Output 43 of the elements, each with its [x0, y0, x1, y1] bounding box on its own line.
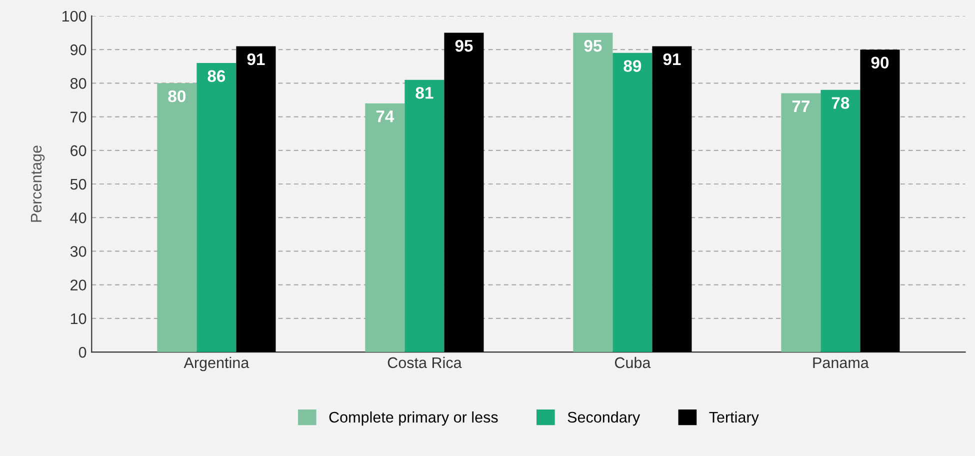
legend-label: Tertiary [709, 411, 759, 426]
y-tick-label: 10 [70, 313, 86, 324]
y-tick-label: 60 [70, 145, 86, 156]
x-tick-label: Panama [813, 357, 869, 368]
y-tick-label: 40 [70, 212, 86, 224]
data-label: 91 [247, 53, 265, 66]
bar [612, 52, 652, 352]
legend-label: Secondary [568, 411, 640, 426]
data-label: 81 [416, 86, 434, 99]
y-tick-label: 80 [70, 78, 86, 89]
bar [236, 46, 276, 352]
data-label: 90 [871, 56, 889, 69]
bar [781, 93, 821, 352]
data-label: 86 [208, 70, 226, 82]
bar [444, 32, 484, 352]
y-tick-label: 90 [70, 44, 86, 56]
data-label: 78 [832, 97, 850, 109]
y-tick-label: 70 [70, 112, 86, 122]
bar [157, 83, 197, 352]
data-label: 80 [168, 90, 186, 102]
bar [196, 63, 236, 352]
bar [820, 90, 860, 352]
data-label: 89 [624, 60, 642, 72]
y-tick-label: 30 [70, 246, 86, 257]
bar [365, 103, 405, 352]
y-tick-label: 50 [70, 178, 86, 190]
y-tick-label: 0 [78, 346, 86, 358]
data-label: 95 [584, 40, 602, 52]
bar [573, 32, 613, 352]
data-label: 91 [663, 53, 681, 66]
x-tick-label: Argentina [184, 356, 250, 372]
y-tick-label: 100 [62, 10, 86, 22]
data-label: 95 [455, 40, 473, 52]
bar [404, 80, 444, 352]
data-label: 74 [376, 110, 394, 122]
bar [860, 50, 900, 352]
data-label: 77 [792, 100, 810, 112]
bar [652, 46, 692, 352]
y-axis-title: Percentage [30, 146, 45, 222]
legend-label: Complete primary or less [329, 411, 498, 426]
y-tick-label: 20 [70, 280, 86, 291]
x-tick-label: Costa Rica [388, 356, 462, 368]
x-tick-label: Cuba [614, 356, 651, 368]
